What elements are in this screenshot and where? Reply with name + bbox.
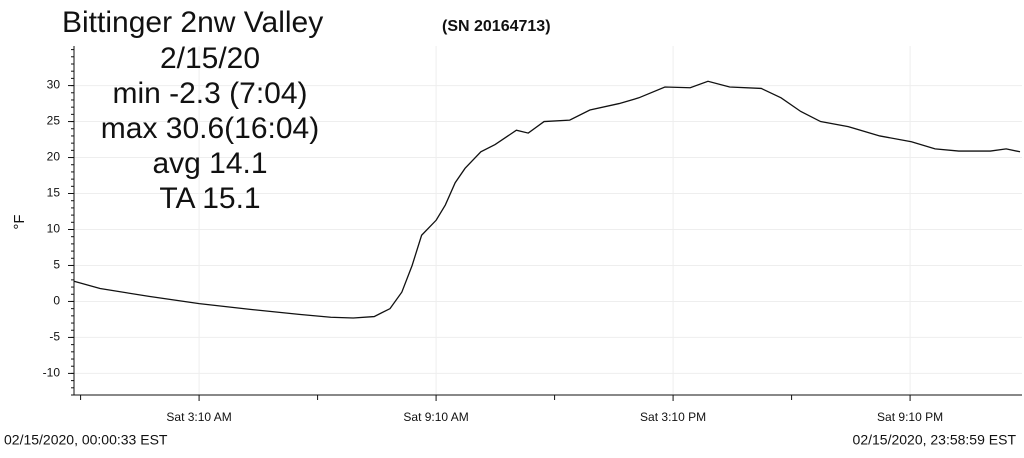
- temperature-line: [73, 80, 1021, 319]
- stat-annotation: max 30.6(16:04): [101, 112, 319, 145]
- y-tick-label: 25: [47, 114, 61, 128]
- stat-annotation: avg 14.1: [152, 147, 267, 180]
- x-tick-label: Sat 3:10 PM: [640, 410, 706, 424]
- stat-annotation: min -2.3 (7:04): [112, 77, 307, 110]
- y-tick-label: 0: [53, 294, 60, 308]
- start-time: 02/15/2020, 00:00:33 EST: [4, 432, 168, 448]
- stat-annotation: TA 15.1: [159, 182, 260, 215]
- y-tick-label: -10: [43, 366, 61, 380]
- y-tick-label: 20: [47, 150, 61, 164]
- x-tick-label: Sat 3:10 AM: [166, 410, 231, 424]
- x-tick-label: Sat 9:10 AM: [403, 410, 468, 424]
- end-time: 02/15/2020, 23:58:59 EST: [853, 432, 1017, 448]
- y-axis-label: °F: [11, 214, 28, 229]
- serial-number: (SN 20164713): [442, 18, 551, 35]
- y-tick-label: -5: [49, 330, 60, 344]
- y-tick-label: 5: [53, 258, 60, 272]
- x-tick-label: Sat 9:10 PM: [877, 410, 943, 424]
- y-tick-label: 15: [47, 186, 61, 200]
- stat-annotation: 2/15/20: [160, 42, 260, 75]
- chart-title: Bittinger 2nw Valley: [62, 6, 323, 39]
- y-tick-label: 30: [47, 78, 61, 92]
- y-tick-label: 10: [47, 222, 61, 236]
